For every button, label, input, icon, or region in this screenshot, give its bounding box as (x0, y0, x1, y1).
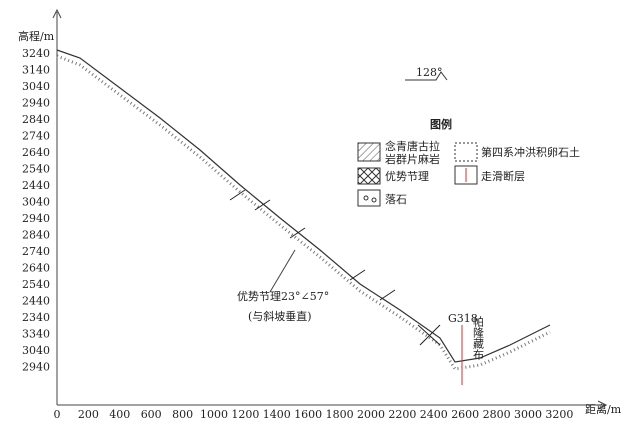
x-label: 600 (141, 408, 162, 421)
x-label: 800 (172, 408, 193, 421)
x-label: 400 (109, 408, 130, 421)
legend-text: 第四系冲洪积卵石土 (481, 145, 580, 159)
rock-hatching (56, 54, 551, 371)
legend-title: 图例 (430, 117, 452, 131)
rock-icon (371, 197, 377, 203)
x-label: 2600 (451, 408, 479, 421)
azimuth: 128° (416, 66, 443, 79)
legend-text: 念青唐古拉岩群片麻岩 (385, 139, 440, 166)
joint-label: 优势节理23°∠57° (237, 290, 329, 303)
legend-text: 落石 (385, 193, 407, 206)
joint-note: (与斜坡垂直) (248, 309, 312, 323)
y-arrow (52, 8, 62, 19)
x-label: 2800 (483, 408, 511, 421)
x-title: 距离/m (585, 402, 622, 416)
y-label: 2840 (22, 113, 50, 126)
y-label: 2440 (22, 179, 50, 192)
x-label: 1800 (326, 408, 354, 421)
legend-swatch (357, 142, 381, 162)
legend-line: 岩群片麻岩 (385, 152, 440, 166)
x-label: 1600 (294, 408, 322, 421)
x-label: 3000 (514, 408, 542, 421)
y-label: 3040 (22, 344, 50, 357)
x-label: 2400 (420, 408, 448, 421)
river-label: 帕隆藏布 (472, 315, 485, 361)
y-title: 高程/m (18, 29, 55, 43)
road-label: G318 (448, 312, 478, 325)
x-label: 1400 (263, 408, 291, 421)
x-label: 1000 (200, 408, 228, 421)
y-label: 3140 (22, 64, 50, 77)
y-label: 2840 (22, 229, 50, 242)
legend-text: 优势节理 (385, 170, 429, 183)
y-label: 3040 (22, 80, 50, 93)
leader (269, 249, 296, 293)
legend-swatch (357, 167, 381, 185)
y-label: 3040 (22, 196, 50, 209)
y-label: 2940 (22, 361, 50, 374)
y-label: 2740 (22, 130, 50, 143)
y-label: 2940 (22, 212, 50, 225)
x-label: 3200 (545, 408, 573, 421)
y-label: 2340 (22, 311, 50, 324)
x-label: 0 (54, 408, 61, 421)
y-label: 2740 (22, 245, 50, 258)
rock-icon (363, 195, 369, 201)
azimuth-mark (405, 71, 448, 81)
y-label: 3340 (22, 328, 50, 341)
y-label: 2640 (22, 262, 50, 275)
legend-swatch (454, 142, 478, 162)
y-label: 2440 (22, 295, 50, 308)
y-label: 3240 (22, 47, 50, 60)
y-label: 2640 (22, 146, 50, 159)
terrain-profile (56, 49, 551, 363)
y-label: 2940 (22, 97, 50, 110)
joints (229, 189, 441, 346)
x-arrow (597, 400, 608, 410)
x-label: 2200 (388, 408, 416, 421)
y-label: 2540 (22, 163, 50, 176)
x-label: 200 (78, 408, 99, 421)
legend-swatch (357, 189, 381, 207)
y-label: 2540 (22, 278, 50, 291)
legend-line: 念青唐古拉 (385, 139, 440, 153)
x-label: 1200 (231, 408, 259, 421)
legend-text: 走滑断层 (481, 169, 525, 183)
x-label: 2000 (357, 408, 385, 421)
